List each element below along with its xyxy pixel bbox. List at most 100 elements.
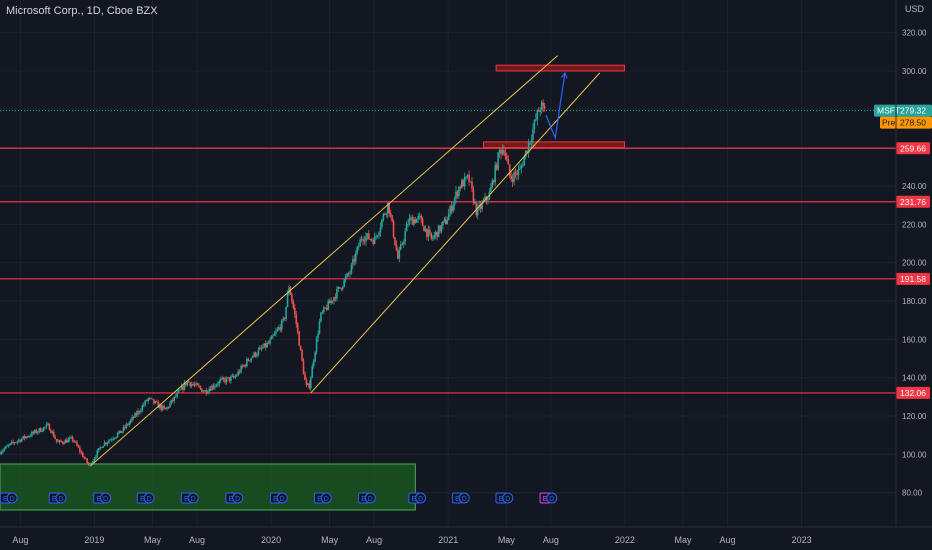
candle (439, 225, 441, 234)
candle-body (26, 436, 29, 438)
last-price-tag: MSFT 279.32 (874, 104, 932, 117)
candle-body (402, 241, 405, 245)
candle-body (508, 164, 511, 176)
candle (84, 456, 87, 459)
candle (190, 381, 193, 389)
candle-body (58, 440, 61, 443)
candle-body (19, 439, 22, 442)
earnings-marker-25[interactable]: D (546, 492, 558, 504)
candle (352, 255, 354, 269)
candle (34, 429, 36, 435)
candle-body (295, 314, 298, 324)
demand-zone-box (0, 463, 416, 511)
candle-body (103, 442, 106, 447)
candle-body (298, 331, 300, 346)
candle (195, 381, 197, 387)
candle-body (405, 223, 408, 232)
candle (167, 406, 170, 410)
earnings-marker-13[interactable]: D (276, 492, 288, 504)
candle (12, 439, 14, 445)
candle (346, 272, 348, 279)
candle-body (202, 391, 205, 393)
candle-body (285, 306, 287, 320)
candle-body (520, 165, 523, 169)
candle (466, 174, 469, 180)
earnings-marker-19[interactable]: D (415, 492, 427, 504)
candle (299, 345, 302, 351)
earnings-marker-15[interactable]: D (320, 492, 332, 504)
candle (109, 438, 112, 441)
earnings-marker-11[interactable]: D (232, 492, 244, 504)
marker-letter: E (229, 496, 234, 503)
candle-body (140, 410, 142, 412)
candle-body (41, 430, 43, 432)
earnings-marker-1[interactable]: D (6, 492, 18, 504)
candle-body (434, 231, 437, 236)
candle-body (309, 377, 312, 389)
demand-zone (0, 463, 416, 511)
candle-body (354, 252, 357, 262)
candle-body (317, 333, 319, 339)
candle-body (122, 426, 125, 432)
candle (455, 186, 457, 204)
candle (468, 170, 470, 186)
candle (254, 351, 257, 358)
candle-body (537, 110, 540, 112)
candle (54, 434, 56, 440)
candle (32, 430, 35, 435)
channel-lower-line (310, 72, 601, 394)
candle (533, 119, 536, 134)
candle-body (221, 377, 223, 380)
candle-body (83, 457, 86, 459)
candle-body (331, 300, 334, 302)
candle-body (32, 431, 35, 433)
price-axis[interactable]: 80.00 100.00 120.00 140.00 160.00 180.00 200.0… (874, 0, 932, 550)
candle (436, 231, 438, 241)
candle (76, 440, 78, 447)
candle-body (447, 213, 450, 221)
earnings-marker-3[interactable]: D (55, 492, 67, 504)
candle-body (61, 441, 64, 444)
candle-body (108, 440, 110, 443)
candle-body (225, 377, 228, 383)
candle (314, 351, 316, 363)
candle-body (304, 373, 306, 381)
candle (275, 327, 277, 337)
candle-body (57, 441, 59, 443)
candle-body (420, 215, 422, 219)
candle (504, 147, 507, 160)
candle (510, 171, 512, 182)
candle-body (336, 288, 338, 299)
candle (458, 186, 460, 200)
level-tag-text: 132.06 (900, 388, 926, 398)
candle-body (474, 202, 476, 203)
earnings-marker-21[interactable]: D (458, 492, 470, 504)
candle (450, 201, 453, 215)
price-tick-label-1: 100.00 (902, 450, 927, 459)
candle (0, 450, 1, 455)
earnings-marker-5[interactable]: D (100, 492, 112, 504)
candle-body (106, 442, 109, 444)
candle-body (503, 149, 505, 154)
candle-body (463, 176, 466, 187)
earnings-marker-9[interactable]: D (187, 492, 199, 504)
candle (385, 212, 388, 218)
candle (431, 235, 434, 242)
candle (38, 427, 41, 434)
earnings-marker-23[interactable]: D (502, 492, 514, 504)
level-tag-0: 259.66 (896, 142, 930, 155)
candle (368, 229, 370, 240)
candle (209, 385, 212, 392)
candle-body (201, 388, 203, 392)
candle (262, 344, 264, 350)
candle (263, 343, 266, 348)
marker-letter: E (361, 496, 366, 503)
earnings-marker-17[interactable]: D (364, 492, 376, 504)
candle (238, 369, 241, 375)
candle (453, 196, 456, 211)
earnings-marker-7[interactable]: D (143, 492, 155, 504)
candle-body (362, 239, 364, 241)
